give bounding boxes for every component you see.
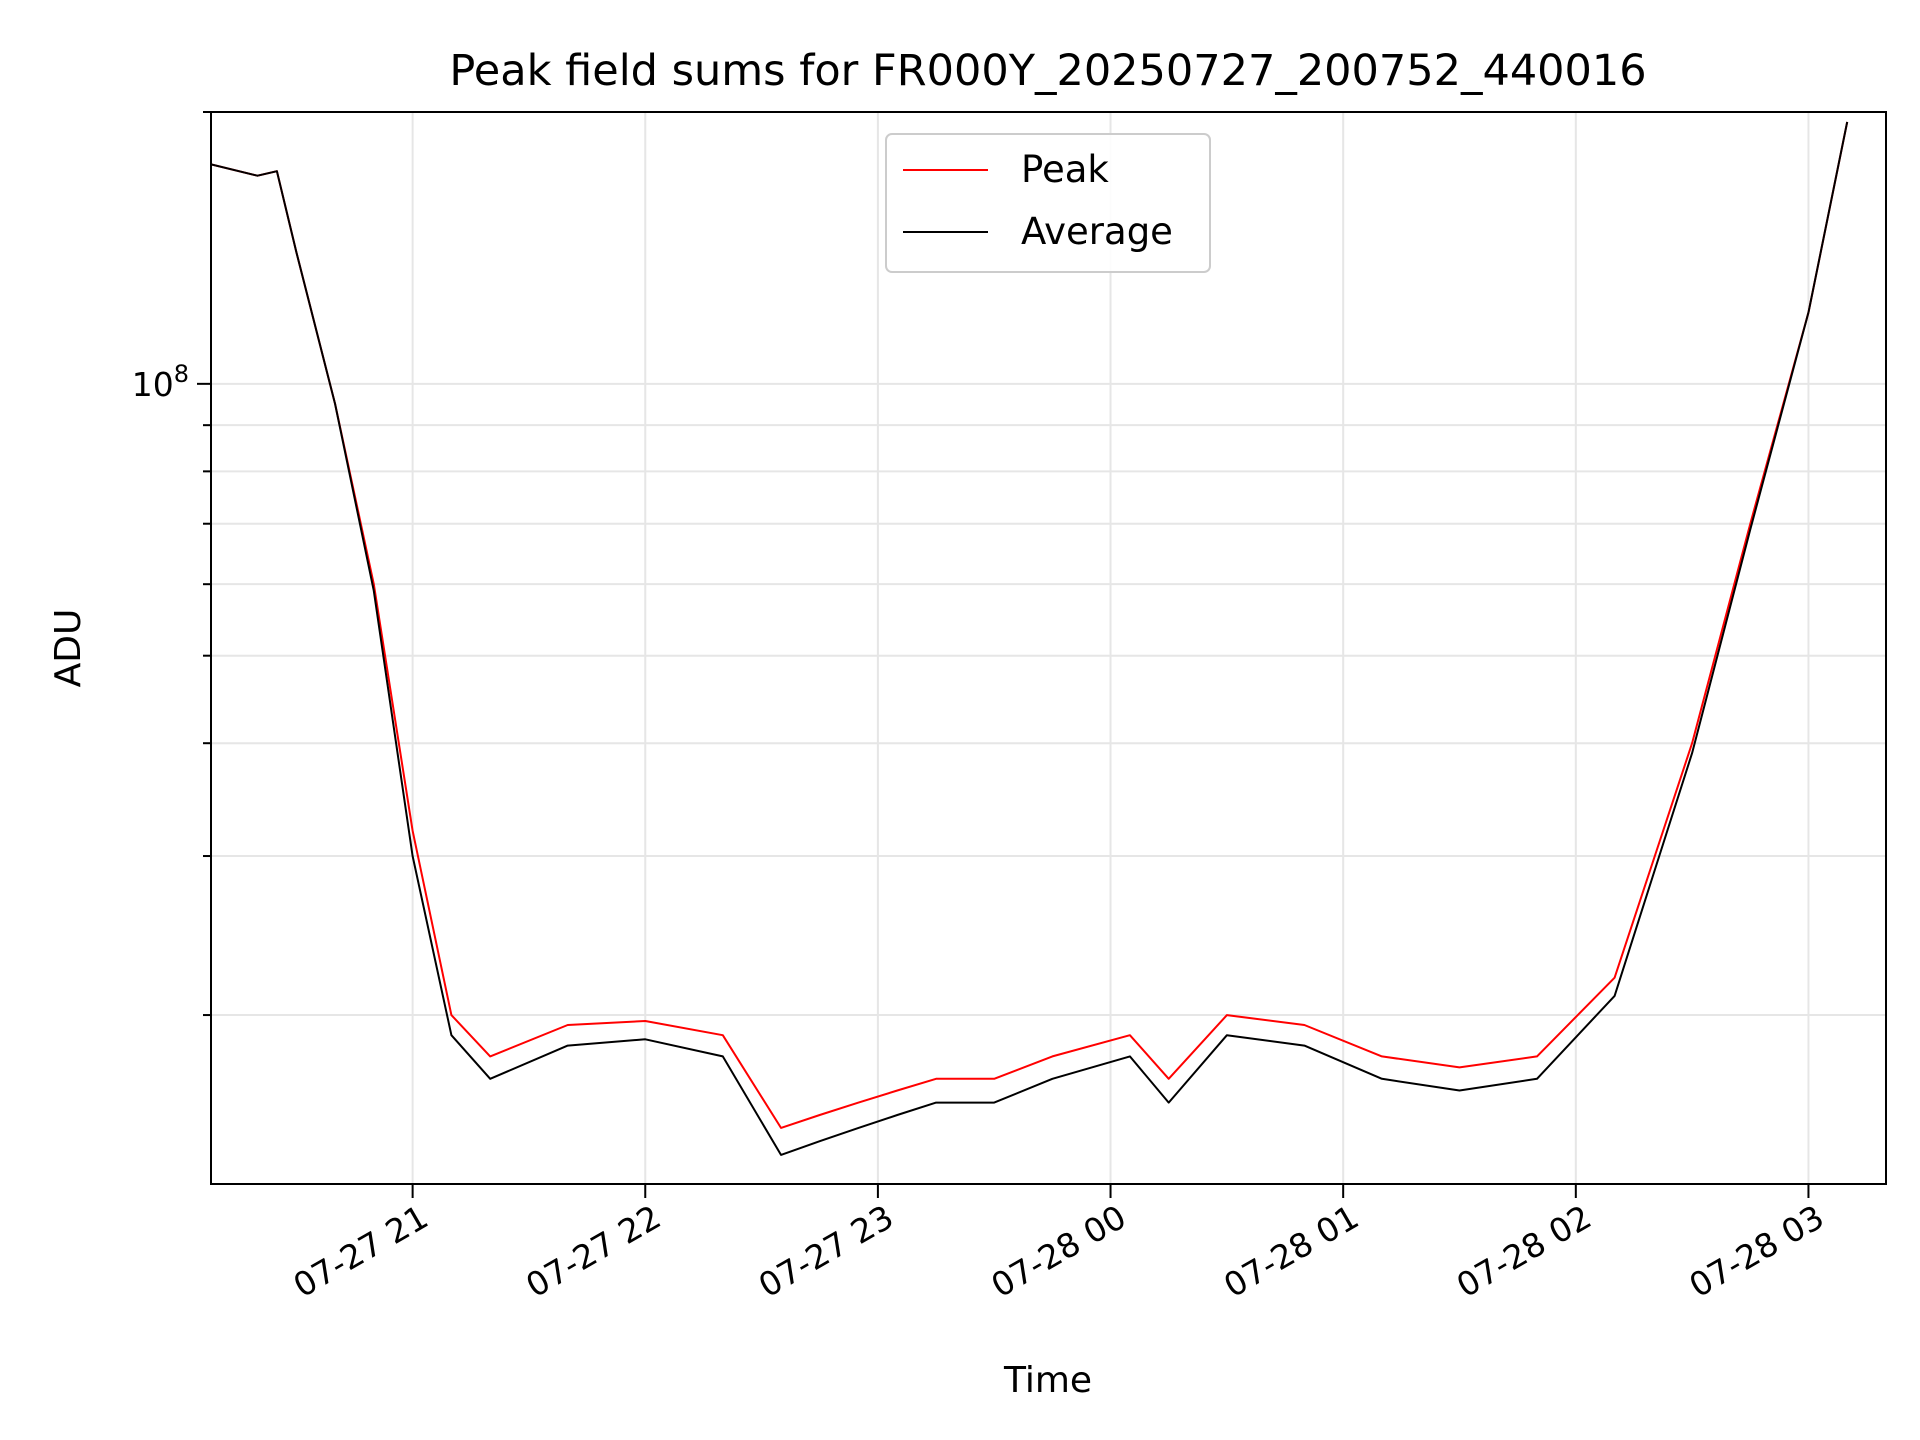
x-tick-label: 07-28 03 <box>1682 1197 1830 1305</box>
x-tick-label: 07-27 22 <box>519 1197 667 1305</box>
x-tick-label: 07-28 00 <box>985 1197 1133 1305</box>
legend-label-peak: Peak <box>1021 148 1109 191</box>
series-layer <box>211 121 1849 1156</box>
series-line-average <box>211 121 1849 1156</box>
y-axis-label: ADU <box>48 609 89 688</box>
x-axis-label: Time <box>1003 1360 1092 1401</box>
grid-layer <box>211 111 1886 1184</box>
y-tick-label: 108 <box>132 360 189 404</box>
legend: Peak Average <box>885 133 1211 273</box>
legend-label-average: Average <box>1021 210 1173 253</box>
legend-box <box>885 133 1211 273</box>
series-line-peak <box>211 121 1849 1129</box>
x-tick-label: 07-28 02 <box>1450 1197 1598 1305</box>
y-axis-ticks: 108 <box>132 111 211 1017</box>
x-tick-label: 07-28 01 <box>1217 1197 1365 1305</box>
chart-title: Peak field sums for FR000Y_20250727_2007… <box>449 46 1646 96</box>
x-tick-label: 07-27 21 <box>287 1197 435 1305</box>
plot-area-frame <box>210 111 1887 1185</box>
x-tick-label: 07-27 23 <box>752 1197 900 1305</box>
x-axis-ticks: 07-27 21 07-27 22 07-27 23 07-28 00 07-28 01… <box>287 1184 1830 1305</box>
